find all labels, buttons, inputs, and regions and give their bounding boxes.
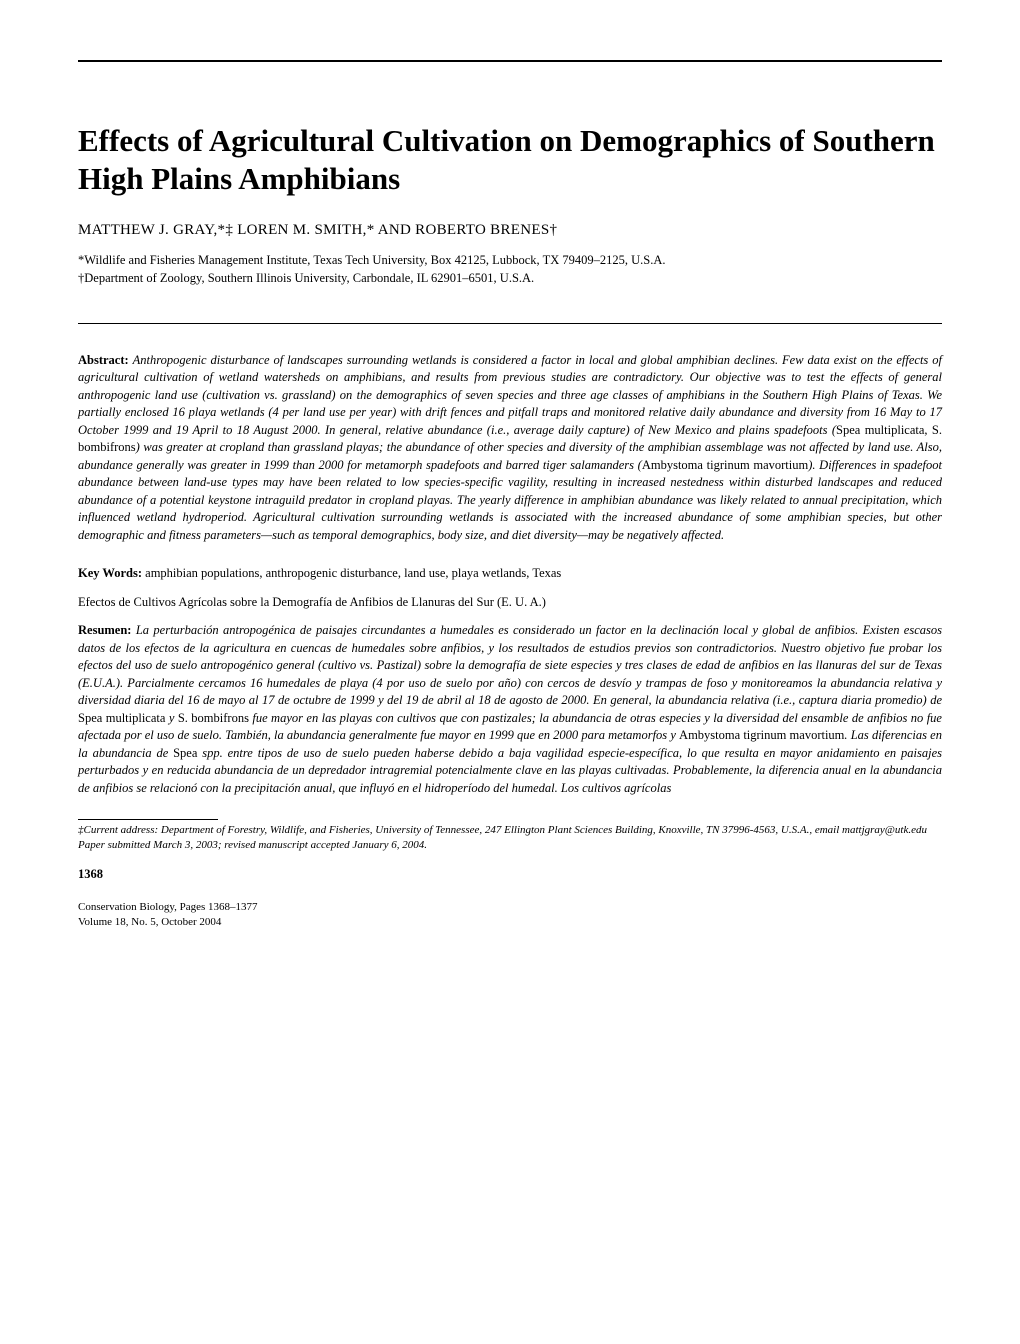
footer-journal: Conservation Biology, Pages 1368–1377 (78, 900, 942, 915)
spanish-title: Efectos de Cultivos Agrícolas sobre la D… (78, 595, 942, 610)
abstract: Abstract: Anthropogenic disturbance of l… (78, 352, 942, 545)
affiliation-1: *Wildlife and Fisheries Management Insti… (78, 251, 942, 269)
authors: MATTHEW J. GRAY,*‡ LOREN M. SMITH,* AND … (78, 222, 942, 239)
footnotes: ‡Current address: Department of Forestry… (78, 823, 942, 853)
resumen-body-1: La perturbación antropogénica de paisaje… (78, 623, 942, 707)
resumen-taxon-3: Ambystoma tigrinum mavortium (679, 728, 844, 742)
keywords-label: Key Words: (78, 566, 142, 580)
resumen-body-2: y (165, 711, 177, 725)
keywords: Key Words: amphibian populations, anthro… (78, 566, 942, 581)
resumen-taxon-2: S. bombifrons (178, 711, 249, 725)
abstract-body-1: Anthropogenic disturbance of landscapes … (78, 353, 942, 437)
section-divider (78, 323, 942, 324)
resumen-taxon-4: Spea (173, 746, 197, 760)
footnote-address: ‡Current address: Department of Forestry… (78, 823, 942, 838)
keywords-text: amphibian populations, anthropogenic dis… (142, 566, 561, 580)
footer: Conservation Biology, Pages 1368–1377 Vo… (78, 900, 942, 930)
footnote-dates: Paper submitted March 3, 2003; revised m… (78, 838, 942, 853)
resumen: Resumen: La perturbación antropogénica d… (78, 622, 942, 797)
affiliation-2: †Department of Zoology, Southern Illinoi… (78, 269, 942, 287)
abstract-taxon-2: Ambystoma tigrinum mavortium (642, 458, 808, 472)
abstract-label: Abstract: (78, 353, 129, 367)
resumen-body-5: spp. entre tipos de uso de suelo pueden … (78, 746, 942, 795)
footnote-rule (78, 819, 218, 820)
top-rule (78, 60, 942, 62)
page-number: 1368 (78, 867, 942, 882)
resumen-taxon-1: Spea multiplicata (78, 711, 165, 725)
article-title: Effects of Agricultural Cultivation on D… (78, 122, 942, 198)
resumen-label: Resumen: (78, 623, 131, 637)
affiliations: *Wildlife and Fisheries Management Insti… (78, 251, 942, 287)
footer-volume: Volume 18, No. 5, October 2004 (78, 915, 942, 930)
